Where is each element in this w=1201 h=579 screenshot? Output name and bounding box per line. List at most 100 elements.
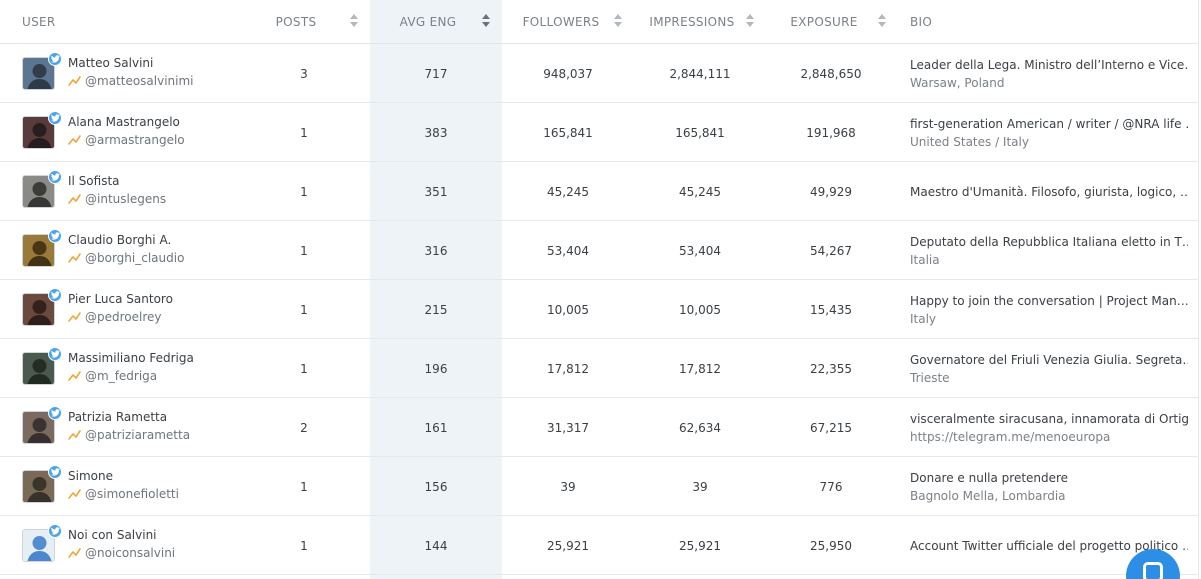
user-name[interactable]: Il Sofista xyxy=(68,174,120,188)
avg-eng-value: 156 xyxy=(424,479,448,494)
table-row[interactable]: Il Sofista @intuslegens 1 351 45,245 45,245 49… xyxy=(0,162,1198,221)
user-handle[interactable]: @simonefioletti xyxy=(85,487,179,501)
user-handle-group: @simonefioletti xyxy=(68,487,179,501)
avg-eng-value: 215 xyxy=(424,302,448,317)
posts-value: 1 xyxy=(300,184,308,199)
twitter-bird-icon xyxy=(48,229,62,243)
trend-up-icon xyxy=(68,194,81,204)
user-handle[interactable]: @armastrangelo xyxy=(85,133,185,147)
column-header-bio: BIO xyxy=(910,15,933,29)
trend-up-icon xyxy=(68,76,81,86)
user-handle[interactable]: @intuslegens xyxy=(85,192,167,206)
impressions-value: 165,841 xyxy=(675,125,725,140)
table-row[interactable]: Noi con Salvini @noiconsalvini 1 144 25,921 2… xyxy=(0,516,1198,575)
column-header-exposure[interactable]: EXPOSURE xyxy=(790,15,858,29)
user-handle[interactable]: @noiconsalvini xyxy=(85,546,176,560)
user-name[interactable]: Patrizia Rametta xyxy=(68,410,168,424)
user-name[interactable]: Claudio Borghi A. xyxy=(68,233,172,247)
sort-exposure-icon[interactable] xyxy=(878,14,886,28)
sort-posts-icon[interactable] xyxy=(350,14,358,28)
user-handle-group: @pedroelrey xyxy=(68,310,162,324)
user-handle-group: @borghi_claudio xyxy=(68,251,184,265)
user-name[interactable]: Massimiliano Fedriga xyxy=(68,351,194,365)
exposure-value: 191,968 xyxy=(806,125,856,140)
user-handle[interactable]: @patriziarametta xyxy=(85,428,191,442)
followers-value: 53,404 xyxy=(547,243,589,258)
user-handle[interactable]: @m_fedriga xyxy=(85,369,158,383)
user-handle[interactable]: @pedroelrey xyxy=(85,310,162,324)
table-row[interactable]: Pier Luca Santoro @pedroelrey 1 215 10,005 10… xyxy=(0,280,1198,339)
exposure-value: 776 xyxy=(819,479,843,494)
impressions-value: 10,005 xyxy=(679,302,721,317)
column-header-followers[interactable]: FOLLOWERS xyxy=(522,15,600,29)
avg-eng-value: 196 xyxy=(424,361,448,376)
bio-location: Italia xyxy=(910,253,940,267)
table-row[interactable]: Patrizia Rametta @patriziarametta 2 161 31,3… xyxy=(0,398,1198,457)
bio-text: first-generation American / writer / @NR… xyxy=(910,117,1188,131)
table-row[interactable]: Alana Mastrangelo @armastrangelo 1 383 165,8… xyxy=(0,103,1198,162)
table-header: USER POSTS AVG ENG FOLLOWERS IMPRESSIONS… xyxy=(0,0,1198,44)
user-handle[interactable]: @borghi_claudio xyxy=(85,251,185,265)
user-name[interactable]: Simone xyxy=(68,469,113,483)
followers-value: 45,245 xyxy=(547,184,589,199)
trend-up-icon xyxy=(68,371,81,381)
avatar[interactable] xyxy=(22,116,55,149)
table-row[interactable]: Matteo Salvini @matteosalvinimi 3 717 948,03… xyxy=(0,44,1198,103)
posts-value: 2 xyxy=(300,420,308,435)
posts-value: 3 xyxy=(300,66,308,81)
user-handle-group: @patriziarametta xyxy=(68,428,190,442)
avg-eng-value: 383 xyxy=(424,125,448,140)
bio-location: Warsaw, Poland xyxy=(910,76,1005,90)
sort-followers-icon[interactable] xyxy=(614,14,622,28)
user-handle-group: @intuslegens xyxy=(68,192,166,206)
user-handle-group: @noiconsalvini xyxy=(68,546,175,560)
bio-location: Bagnolo Mella, Lombardia xyxy=(910,489,1066,503)
avg-eng-value: 351 xyxy=(424,184,448,199)
twitter-bird-icon xyxy=(48,465,62,479)
avatar[interactable] xyxy=(22,175,55,208)
bio-text: Deputato della Repubblica Italiana elett… xyxy=(910,235,1188,249)
exposure-value: 49,929 xyxy=(810,184,852,199)
avg-eng-value: 717 xyxy=(424,66,448,81)
impressions-value: 39 xyxy=(692,479,708,494)
bio-text: Donare e nulla pretendere xyxy=(910,471,1069,485)
sort-impressions-icon[interactable] xyxy=(746,14,754,28)
user-handle-group: @matteosalvinimi xyxy=(68,74,194,88)
column-header-avg-eng[interactable]: AVG ENG xyxy=(399,15,457,29)
bio-text: Maestro d'Umanità. Filosofo, giurista, l… xyxy=(910,185,1188,199)
sort-avg-eng-icon[interactable] xyxy=(482,14,490,28)
bio-location: United States / Italy xyxy=(910,135,1029,149)
twitter-bird-icon xyxy=(48,347,62,361)
avatar[interactable] xyxy=(22,57,55,90)
twitter-bird-icon xyxy=(48,524,62,538)
user-name[interactable]: Pier Luca Santoro xyxy=(68,292,173,306)
twitter-bird-icon xyxy=(48,288,62,302)
trend-up-icon xyxy=(68,312,81,322)
column-header-user[interactable]: USER xyxy=(22,15,56,29)
impressions-value: 45,245 xyxy=(679,184,721,199)
user-name[interactable]: Matteo Salvini xyxy=(68,56,154,70)
column-header-impressions[interactable]: IMPRESSIONS xyxy=(649,15,735,29)
column-header-posts[interactable]: POSTS xyxy=(275,15,317,29)
avatar[interactable] xyxy=(22,234,55,267)
bio-location: https://telegram.me/menoeuropa xyxy=(910,430,1111,444)
exposure-value: 15,435 xyxy=(810,302,852,317)
twitter-bird-icon xyxy=(48,406,62,420)
trend-up-icon xyxy=(68,548,81,558)
avg-eng-value: 316 xyxy=(424,243,448,258)
table-row[interactable]: Claudio Borghi A. @borghi_claudio 1 316 53,4… xyxy=(0,221,1198,280)
user-handle-group: @armastrangelo xyxy=(68,133,185,147)
bio-location: Italy xyxy=(910,312,937,326)
bio-location: Trieste xyxy=(910,371,950,385)
bio-text: Governatore del Friuli Venezia Giulia. S… xyxy=(910,353,1188,367)
user-name[interactable]: Noi con Salvini xyxy=(68,528,157,542)
user-handle[interactable]: @matteosalvinimi xyxy=(85,74,194,88)
table-row[interactable]: Massimiliano Fedriga @m_fedriga 1 196 17,812… xyxy=(0,339,1198,398)
user-handle-group: @m_fedriga xyxy=(68,369,157,383)
impressions-value: 17,812 xyxy=(679,361,721,376)
followers-value: 31,317 xyxy=(547,420,589,435)
table-row[interactable]: Simone @simonefioletti 1 156 39 39 776 Donare e… xyxy=(0,457,1198,516)
posts-value: 1 xyxy=(300,361,308,376)
user-name[interactable]: Alana Mastrangelo xyxy=(68,115,180,129)
